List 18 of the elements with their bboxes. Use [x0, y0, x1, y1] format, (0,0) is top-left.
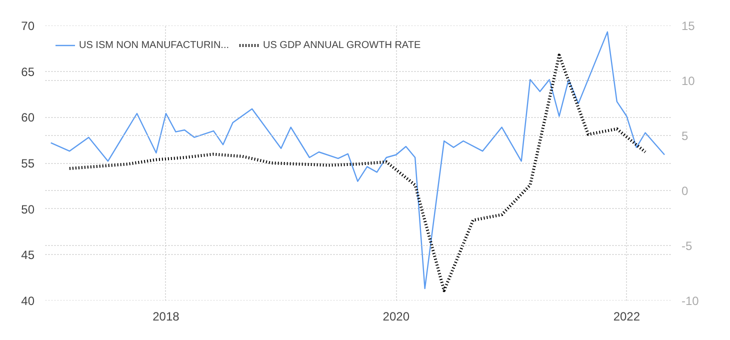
y-tick-label: 65	[21, 64, 35, 79]
x-tick-label: 2018	[152, 310, 180, 324]
y-tick-label: 60	[21, 110, 35, 125]
x-tick-label: 2022	[613, 310, 640, 324]
y-tick-label: 70	[21, 19, 35, 33]
y-tick-label: 40	[21, 294, 35, 308]
y2-tick-label: 10	[682, 74, 696, 88]
x-tick-label: 2020	[382, 310, 410, 324]
y-tick-label: 55	[21, 156, 35, 170]
y2-tick-label: -5	[682, 239, 692, 253]
y2-tick-label: 15	[682, 19, 696, 33]
legend-label: US ISM NON MANUFACTURIN...	[79, 40, 230, 50]
y2-tick-label: 5	[682, 129, 688, 143]
y2-tick-label: -10	[682, 294, 700, 308]
y2-tick-label: 0	[682, 184, 688, 198]
y-tick-label: 45	[21, 248, 35, 262]
legend-label: US GDP ANNUAL GROWTH RATE	[263, 40, 421, 50]
y-tick-label: 50	[21, 202, 35, 216]
